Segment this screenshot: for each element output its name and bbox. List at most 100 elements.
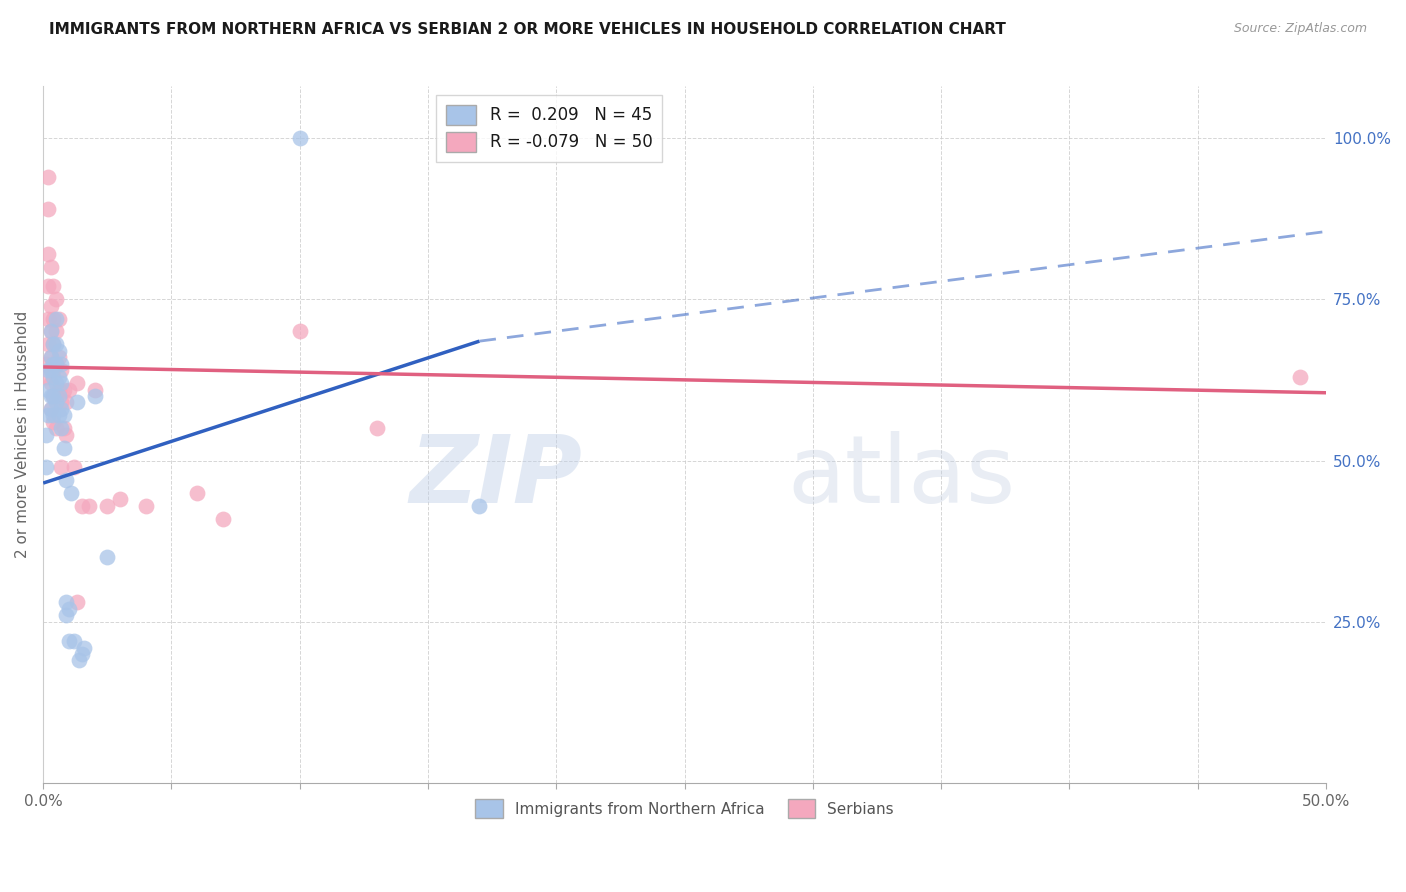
Point: [49, 459, 72, 474]
Point: [55, 395, 77, 409]
Point: [65, 376, 87, 390]
Point: [42, 337, 65, 351]
Point: [49, 363, 72, 377]
Point: [45, 357, 67, 371]
Point: [39, 325, 62, 339]
Point: [35, 357, 58, 371]
Point: [45, 395, 67, 409]
Point: [37, 279, 59, 293]
Point: [135, 499, 157, 513]
Point: [42, 337, 65, 351]
Legend: Immigrants from Northern Africa, Serbians: Immigrants from Northern Africa, Serbian…: [470, 793, 900, 824]
Text: Source: ZipAtlas.com: Source: ZipAtlas.com: [1233, 22, 1367, 36]
Point: [39, 389, 62, 403]
Point: [366, 421, 388, 435]
Point: [45, 389, 67, 403]
Point: [39, 363, 62, 377]
Point: [35, 427, 58, 442]
Point: [39, 376, 62, 390]
Point: [39, 351, 62, 365]
Point: [79, 499, 101, 513]
Point: [42, 369, 65, 384]
Point: [70, 647, 93, 661]
Point: [39, 299, 62, 313]
Point: [211, 511, 233, 525]
Point: [42, 409, 65, 423]
Point: [45, 325, 67, 339]
Point: [96, 550, 118, 565]
Point: [39, 325, 62, 339]
Point: [1289, 369, 1312, 384]
Point: [37, 311, 59, 326]
Point: [70, 499, 93, 513]
Text: ZIP: ZIP: [409, 431, 582, 523]
Point: [58, 383, 80, 397]
Point: [49, 421, 72, 435]
Point: [55, 427, 77, 442]
Point: [52, 383, 75, 397]
Point: [65, 595, 87, 609]
Point: [37, 202, 59, 216]
Point: [288, 131, 311, 145]
Point: [83, 383, 105, 397]
Point: [42, 389, 65, 403]
Point: [73, 640, 96, 655]
Point: [45, 376, 67, 390]
Point: [45, 311, 67, 326]
Point: [37, 247, 59, 261]
Point: [39, 351, 62, 365]
Point: [468, 499, 491, 513]
Point: [58, 602, 80, 616]
Point: [60, 485, 83, 500]
Point: [49, 376, 72, 390]
Point: [39, 260, 62, 274]
Text: IMMIGRANTS FROM NORTHERN AFRICA VS SERBIAN 2 OR MORE VEHICLES IN HOUSEHOLD CORRE: IMMIGRANTS FROM NORTHERN AFRICA VS SERBI…: [49, 22, 1007, 37]
Point: [48, 351, 70, 365]
Point: [48, 343, 70, 358]
Point: [45, 357, 67, 371]
Point: [35, 369, 58, 384]
Point: [49, 395, 72, 409]
Point: [48, 389, 70, 403]
Point: [49, 401, 72, 416]
Point: [186, 485, 208, 500]
Y-axis label: 2 or more Vehicles in Household: 2 or more Vehicles in Household: [15, 311, 30, 558]
Point: [42, 415, 65, 429]
Point: [45, 337, 67, 351]
Point: [42, 389, 65, 403]
Point: [52, 421, 75, 435]
Text: atlas: atlas: [787, 431, 1015, 523]
Point: [37, 363, 59, 377]
Point: [288, 325, 311, 339]
Point: [37, 169, 59, 184]
Point: [48, 383, 70, 397]
Point: [39, 401, 62, 416]
Point: [45, 292, 67, 306]
Point: [37, 409, 59, 423]
Point: [48, 311, 70, 326]
Point: [37, 383, 59, 397]
Point: [42, 279, 65, 293]
Point: [48, 409, 70, 423]
Point: [52, 409, 75, 423]
Point: [83, 389, 105, 403]
Point: [48, 369, 70, 384]
Point: [39, 401, 62, 416]
Point: [37, 337, 59, 351]
Point: [63, 634, 86, 648]
Point: [108, 492, 131, 507]
Point: [42, 311, 65, 326]
Point: [55, 608, 77, 623]
Point: [63, 459, 86, 474]
Point: [65, 395, 87, 409]
Point: [42, 357, 65, 371]
Point: [49, 357, 72, 371]
Point: [55, 595, 77, 609]
Point: [35, 459, 58, 474]
Point: [52, 441, 75, 455]
Point: [67, 653, 90, 667]
Point: [55, 473, 77, 487]
Point: [45, 421, 67, 435]
Point: [58, 634, 80, 648]
Point: [42, 363, 65, 377]
